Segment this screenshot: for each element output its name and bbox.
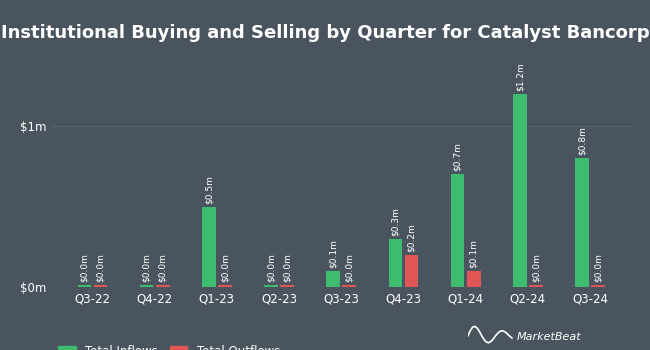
- Text: $0.2m: $0.2m: [407, 223, 416, 252]
- Bar: [450, 174, 464, 287]
- Text: $0.0m: $0.0m: [593, 253, 603, 282]
- Text: Institutional Buying and Selling by Quarter for Catalyst Bancorp: Institutional Buying and Selling by Quar…: [1, 25, 649, 42]
- Text: MarketBeat: MarketBeat: [517, 332, 582, 342]
- Text: $0.0m: $0.0m: [283, 253, 292, 282]
- Text: $0.0m: $0.0m: [96, 253, 105, 282]
- Bar: [264, 285, 278, 287]
- Bar: [529, 285, 543, 287]
- Text: $0.0m: $0.0m: [142, 253, 151, 282]
- Bar: [156, 285, 170, 287]
- Bar: [140, 285, 153, 287]
- Bar: [77, 285, 91, 287]
- Text: $0.1m: $0.1m: [469, 239, 478, 268]
- Legend: Total Inflows, Total Outflows: Total Inflows, Total Outflows: [58, 345, 280, 350]
- Bar: [94, 285, 107, 287]
- Bar: [280, 285, 294, 287]
- Bar: [326, 271, 340, 287]
- Bar: [343, 285, 356, 287]
- Bar: [202, 206, 216, 287]
- Bar: [389, 239, 402, 287]
- Bar: [513, 94, 526, 287]
- Text: $0.0m: $0.0m: [80, 253, 89, 282]
- Text: $1.2m: $1.2m: [515, 62, 525, 91]
- Bar: [592, 285, 605, 287]
- Text: $0.0m: $0.0m: [345, 253, 354, 282]
- Bar: [575, 158, 589, 287]
- Text: $0.0m: $0.0m: [532, 253, 540, 282]
- Text: $0.8m: $0.8m: [577, 126, 586, 155]
- Text: $0.0m: $0.0m: [220, 253, 229, 282]
- Text: $0.0m: $0.0m: [158, 253, 167, 282]
- Text: $0.3m: $0.3m: [391, 207, 400, 236]
- Text: $0.7m: $0.7m: [453, 142, 462, 172]
- Text: $0.5m: $0.5m: [204, 175, 213, 204]
- Bar: [405, 255, 419, 287]
- Bar: [467, 271, 480, 287]
- Text: $0.0m: $0.0m: [266, 253, 276, 282]
- Text: $0.1m: $0.1m: [329, 239, 337, 268]
- Bar: [218, 285, 232, 287]
